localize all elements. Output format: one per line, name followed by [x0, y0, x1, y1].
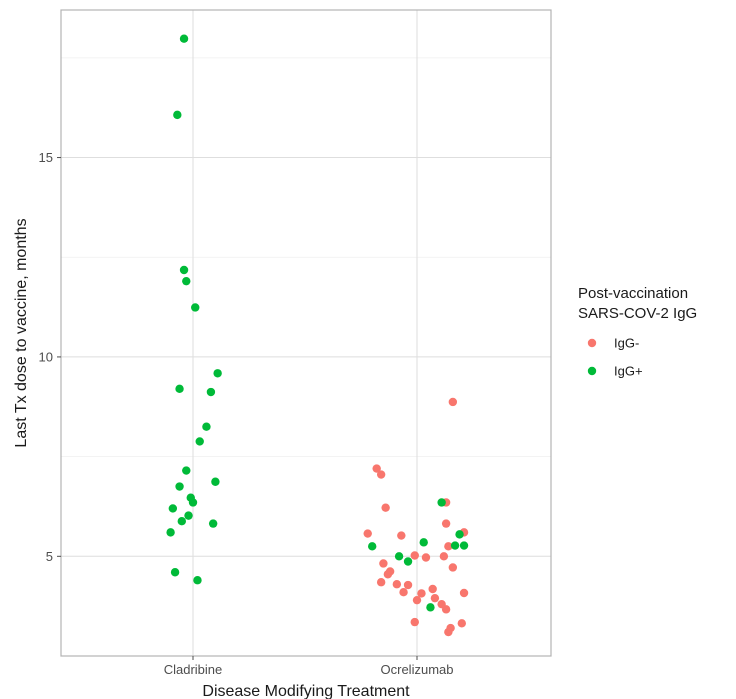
legend-label: IgG- [614, 336, 639, 351]
data-points [166, 34, 469, 637]
data-point-igg [173, 110, 182, 120]
data-point-igg [441, 519, 451, 528]
data-point-igg [444, 542, 453, 551]
y-axis-ticks: 5 10 15 [39, 150, 61, 564]
legend-label: IgG+ [614, 364, 643, 379]
data-point-igg [175, 384, 184, 394]
data-point-igg [206, 387, 216, 397]
data-point-igg [193, 576, 202, 585]
data-point-igg [437, 498, 446, 507]
data-point-igg [202, 422, 211, 431]
data-point-igg [188, 498, 198, 507]
x-axis-ticks: Cladribine Ocrelizumab [164, 656, 454, 677]
legend: Post-vaccination SARS-COV-2 IgG IgG- IgG+ [578, 285, 697, 379]
data-point-igg [195, 437, 204, 446]
data-point-igg [170, 568, 180, 577]
data-point-igg [166, 528, 175, 537]
data-point-igg [376, 470, 386, 479]
data-point-igg [403, 580, 413, 590]
data-point-igg [419, 538, 428, 547]
data-point-igg [182, 276, 191, 286]
data-point-igg [363, 529, 372, 538]
data-point-igg [410, 617, 419, 627]
legend-items: IgG- IgG+ [587, 336, 643, 379]
data-point-igg [459, 588, 469, 598]
data-point-igg [428, 584, 437, 594]
data-point-igg [399, 587, 408, 597]
data-point-igg [448, 397, 458, 407]
data-point-igg [403, 557, 413, 566]
data-point-igg [177, 517, 186, 526]
data-point-igg [184, 511, 193, 520]
data-point-igg [179, 265, 189, 275]
x-tick-label: Cladribine [164, 662, 223, 677]
major-gridlines [61, 10, 551, 656]
data-point-igg [410, 551, 419, 560]
data-point-igg [412, 595, 422, 605]
data-point-igg [175, 482, 184, 491]
data-point-igg [417, 589, 426, 598]
data-point-igg [426, 603, 435, 612]
x-axis-title: Disease Modifying Treatment [202, 683, 410, 699]
data-point-igg [421, 553, 431, 562]
data-point-igg [397, 531, 406, 540]
legend-title-line-2: SARS-COV-2 IgG [578, 305, 697, 322]
plot-border [60, 9, 552, 657]
data-point-igg [441, 605, 451, 614]
y-tick-label: 10 [39, 349, 53, 364]
data-point-igg [211, 477, 220, 486]
data-point-igg [394, 552, 404, 561]
minor-gridlines [61, 57, 551, 458]
legend-key [587, 338, 597, 348]
data-point-igg [381, 503, 390, 512]
data-point-igg [455, 530, 464, 539]
legend-key [587, 366, 597, 376]
data-point-igg [191, 303, 200, 312]
data-point-igg [448, 563, 458, 572]
data-point-igg [392, 580, 402, 589]
data-point-igg [213, 369, 222, 378]
data-point-igg [457, 619, 466, 628]
legend-title-line-1: Post-vaccination [578, 285, 688, 302]
data-point-igg [179, 34, 189, 43]
data-point-igg [182, 466, 191, 475]
y-axis-title: Last Tx dose to vaccine, months [13, 218, 30, 447]
data-point-igg [379, 559, 388, 568]
data-point-igg [439, 552, 449, 561]
data-point-igg [376, 578, 386, 587]
y-tick-label: 15 [39, 150, 53, 165]
data-point-igg [430, 593, 440, 603]
data-point-igg [383, 570, 393, 579]
data-point-igg [459, 541, 469, 550]
data-point-igg [450, 541, 460, 550]
x-tick-label: Ocrelizumab [381, 662, 454, 677]
data-point-igg [168, 504, 178, 513]
plot-panel [61, 10, 551, 656]
data-point-igg [368, 542, 377, 551]
y-tick-label: 5 [46, 549, 53, 564]
data-point-igg [208, 519, 218, 528]
data-point-igg [372, 464, 381, 473]
data-point-igg [444, 627, 453, 637]
